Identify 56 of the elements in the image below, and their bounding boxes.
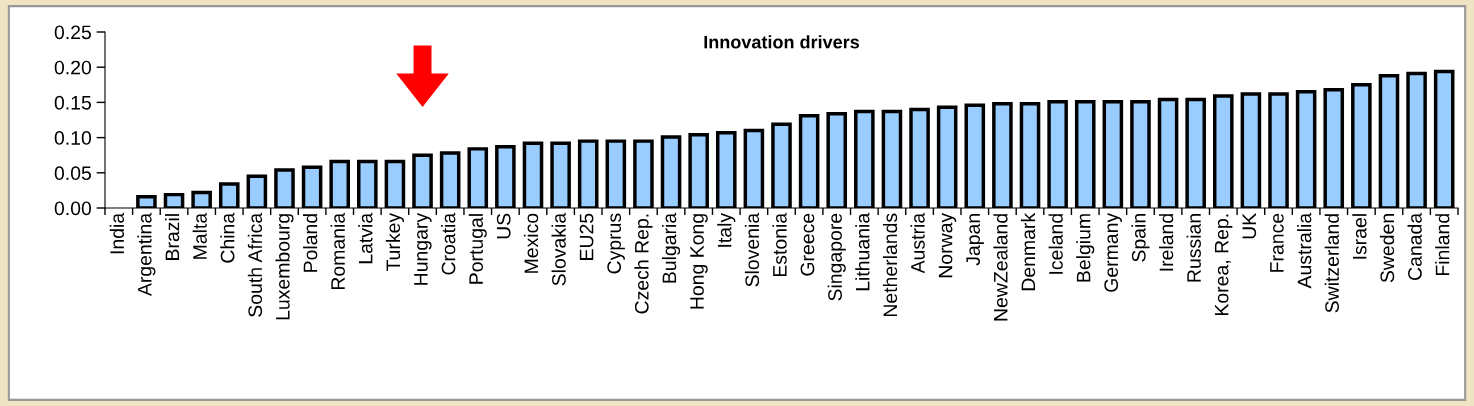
x-tick-label: Poland <box>303 214 318 272</box>
y-tick-label: 0.00 <box>54 201 92 216</box>
x-tick-label: Russian <box>1186 214 1201 282</box>
x-tick-label: South Africa <box>247 212 263 317</box>
x-tick-label: Netherlands <box>882 213 898 317</box>
x-tick-label: Portugal <box>468 214 487 284</box>
x-tick-label: Malta <box>192 212 207 259</box>
x-tick-label: Finland <box>1435 214 1450 276</box>
y-tick-label: 0.15 <box>54 95 91 110</box>
x-tick-label: Italy <box>717 212 736 247</box>
x-tick-label: Belgium <box>1076 214 1095 282</box>
x-tick-label: Switzerland <box>1324 214 1339 313</box>
x-tick-label: Norway <box>938 212 957 278</box>
x-tick-label: Spain <box>1131 214 1150 262</box>
x-tick-label: Denmark <box>1020 212 1036 291</box>
x-tick-label: Hungary <box>414 212 432 285</box>
x-tick-label: NewZealand <box>993 214 1008 321</box>
x-tick-label: Israel <box>1352 214 1367 259</box>
x-tick-label: Hong Kong <box>690 214 708 309</box>
x-tick-label: Estonia <box>772 212 787 277</box>
x-tick-label: China <box>220 212 235 263</box>
x-tick-label: US <box>496 213 511 239</box>
y-tick-label: 0.05 <box>54 166 91 181</box>
x-tick-label: Greece <box>800 213 815 276</box>
x-tick-label: Singapore <box>827 213 846 301</box>
x-tick-label: Cyprus <box>607 213 625 274</box>
x-tick-label: Latvia <box>358 212 373 264</box>
x-tick-label: Canada <box>1407 212 1422 280</box>
x-tick-label: India <box>109 212 125 254</box>
x-tick-label: Turkey <box>385 212 404 272</box>
x-tick-label: Ireland <box>1159 214 1174 271</box>
x-tick-label: Slovakia <box>551 212 566 286</box>
x-tick-label: Croatia <box>441 212 456 275</box>
x-tick-label: Luxembourg <box>275 214 294 320</box>
x-tick-label: France <box>1270 213 1284 272</box>
x-tick-label: Romania <box>330 212 345 290</box>
x-tick-label: EU25 <box>579 213 594 260</box>
x-tick-label: UK <box>1242 213 1257 239</box>
x-tick-label: Germany <box>1104 212 1122 292</box>
x-tick-label: Korea, Rep. <box>1214 214 1233 316</box>
x-tick-label: Sweden <box>1379 214 1395 283</box>
x-tick-label: Japan <box>966 214 984 266</box>
y-tick-label: 0.20 <box>54 60 92 75</box>
x-tick-label: Austria <box>910 212 925 274</box>
x-tick-label: Australia <box>1297 212 1312 289</box>
x-tick-label: Czech Rep. <box>634 214 653 314</box>
chart-title: Innovation drivers <box>704 35 860 49</box>
x-tick-label: Iceland <box>1048 214 1063 274</box>
y-tick-label: 0.25 <box>54 25 91 40</box>
y-tick-label: 0.10 <box>54 131 92 145</box>
x-tick-label: Mexico <box>523 213 539 273</box>
x-tick-label: Bulgaria <box>661 212 681 283</box>
x-tick-label: Lithuania <box>855 212 870 291</box>
x-tick-label: Slovenia <box>744 212 760 287</box>
x-tick-label: Brazil <box>164 214 180 260</box>
x-tick-label: Argentina <box>137 212 156 297</box>
